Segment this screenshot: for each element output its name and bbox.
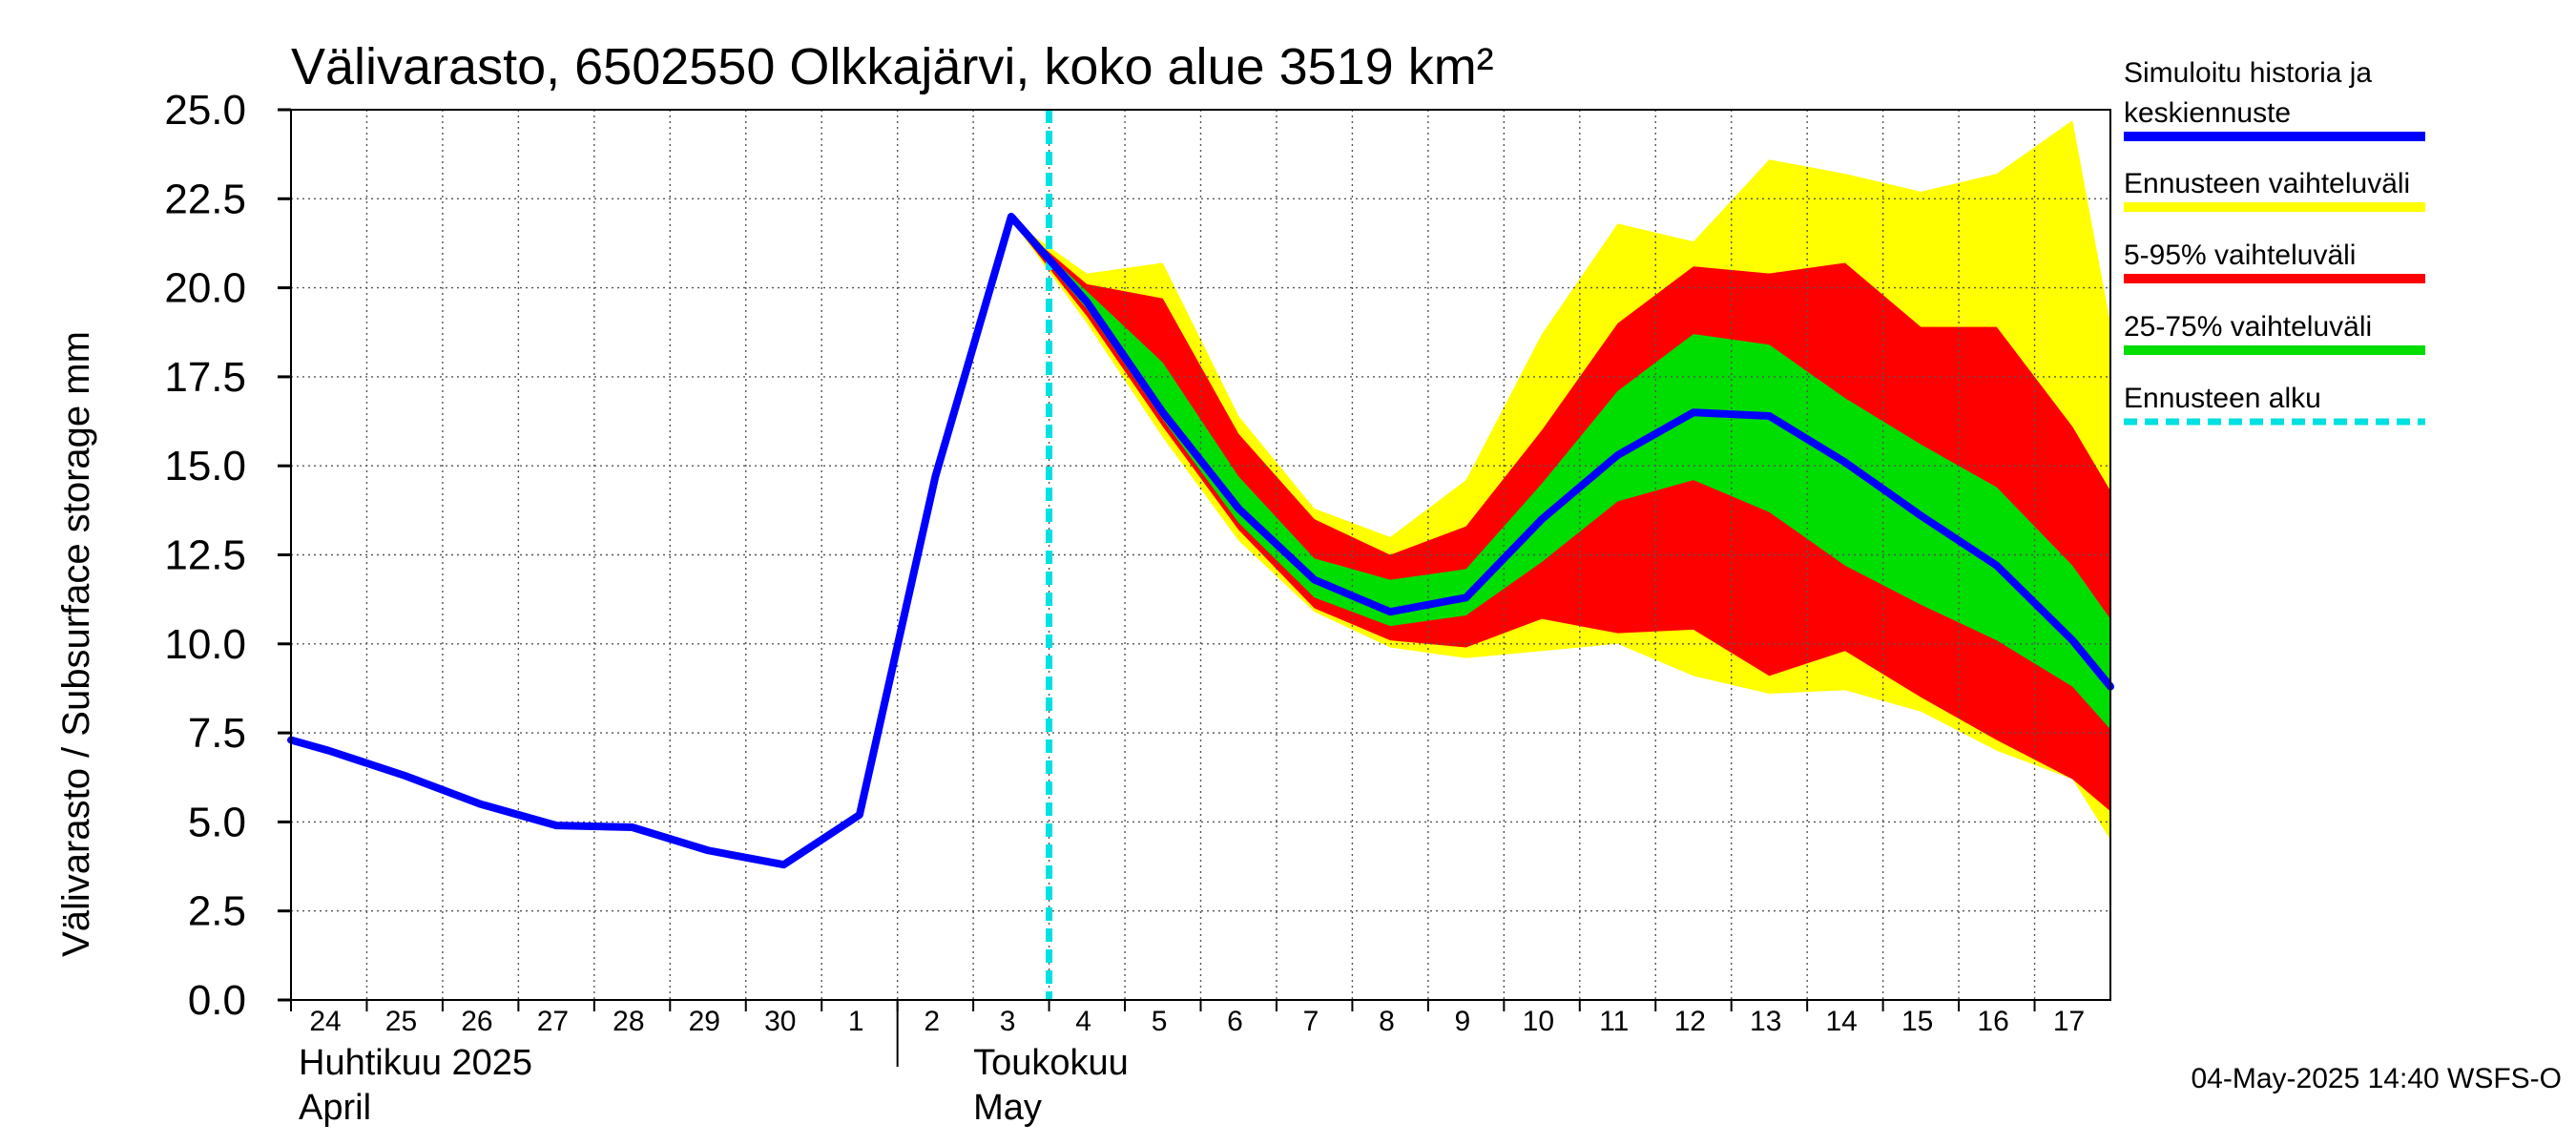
x-tick-label: 11 xyxy=(1599,1006,1629,1037)
x-tick-label: 9 xyxy=(1455,1006,1471,1037)
x-tick-label: 17 xyxy=(2053,1006,2085,1037)
band-25-75-vaihteluv-li xyxy=(1010,219,2110,730)
legend-label-cont: keskiennuste xyxy=(2124,97,2291,129)
x-tick-label: 30 xyxy=(764,1006,796,1037)
legend-label: Simuloitu historia ja xyxy=(2124,57,2372,89)
legend-label: 25-75% vaihteluväli xyxy=(2124,311,2372,343)
x-tick-label: 13 xyxy=(1750,1006,1781,1037)
x-tick-label: 29 xyxy=(689,1006,720,1037)
legend-label: 5-95% vaihteluväli xyxy=(2124,239,2356,271)
x-tick-label: 1 xyxy=(848,1006,864,1037)
month-label: Toukokuu xyxy=(973,1043,1129,1083)
median-forecast-line xyxy=(287,212,2114,869)
y-tick-label: 20.0 xyxy=(164,265,246,312)
x-tick-label: 12 xyxy=(1674,1006,1706,1037)
x-tick-label: 2 xyxy=(924,1006,940,1037)
x-tick-label: 8 xyxy=(1379,1006,1395,1037)
y-tick-label: 2.5 xyxy=(188,888,246,935)
y-axis-label: Välivarasto / Subsurface storage mm xyxy=(55,331,97,957)
month-label-en: May xyxy=(973,1088,1042,1128)
x-tick-label: 4 xyxy=(1075,1006,1091,1037)
y-tick-label: 10.0 xyxy=(164,621,246,668)
x-tick-label: 26 xyxy=(461,1006,492,1037)
timestamp-footer: 04-May-2025 14:40 WSFS-O xyxy=(2192,1063,2563,1094)
y-tick-label: 0.0 xyxy=(188,977,246,1024)
month-label-en: April xyxy=(299,1088,371,1128)
y-tick-label: 17.5 xyxy=(164,354,246,401)
legend-label: Ennusteen alku xyxy=(2124,383,2321,414)
month-label: Huhtikuu 2025 xyxy=(299,1043,532,1083)
x-tick-label: 6 xyxy=(1227,1006,1243,1037)
chart-title: Välivarasto, 6502550 Olkkajärvi, koko al… xyxy=(291,38,1494,95)
x-tick-label: 28 xyxy=(613,1006,644,1037)
y-tick-label: 25.0 xyxy=(164,87,246,134)
x-tick-label: 3 xyxy=(1000,1006,1016,1037)
x-tick-label: 15 xyxy=(1901,1006,1933,1037)
plot-area: 0.0 2.5 5.0 7.5 10.0 12.5 15.0 17.5 20.0 22.5 25.0… xyxy=(164,87,2114,1128)
x-tick-label: 5 xyxy=(1152,1006,1168,1037)
y-tick-label: 5.0 xyxy=(188,799,246,845)
x-tick-label: 7 xyxy=(1303,1006,1319,1037)
y-tick-label: 12.5 xyxy=(164,532,246,579)
x-tick-label: 14 xyxy=(1825,1006,1857,1037)
x-tick-label: 27 xyxy=(537,1006,569,1037)
x-tick-label: 24 xyxy=(309,1006,341,1037)
x-tick-label: 25 xyxy=(385,1006,417,1037)
legend-label: Ennusteen vaihteluväli xyxy=(2124,168,2410,199)
x-tick-label: 16 xyxy=(1977,1006,2008,1037)
y-tick-label: 22.5 xyxy=(164,176,246,222)
y-tick-label: 15.0 xyxy=(164,443,246,489)
x-tick-label: 10 xyxy=(1523,1006,1554,1037)
y-tick-label: 7.5 xyxy=(188,710,246,757)
legend: Simuloitu historia ja keskiennuste Ennuste… xyxy=(2124,57,2425,426)
